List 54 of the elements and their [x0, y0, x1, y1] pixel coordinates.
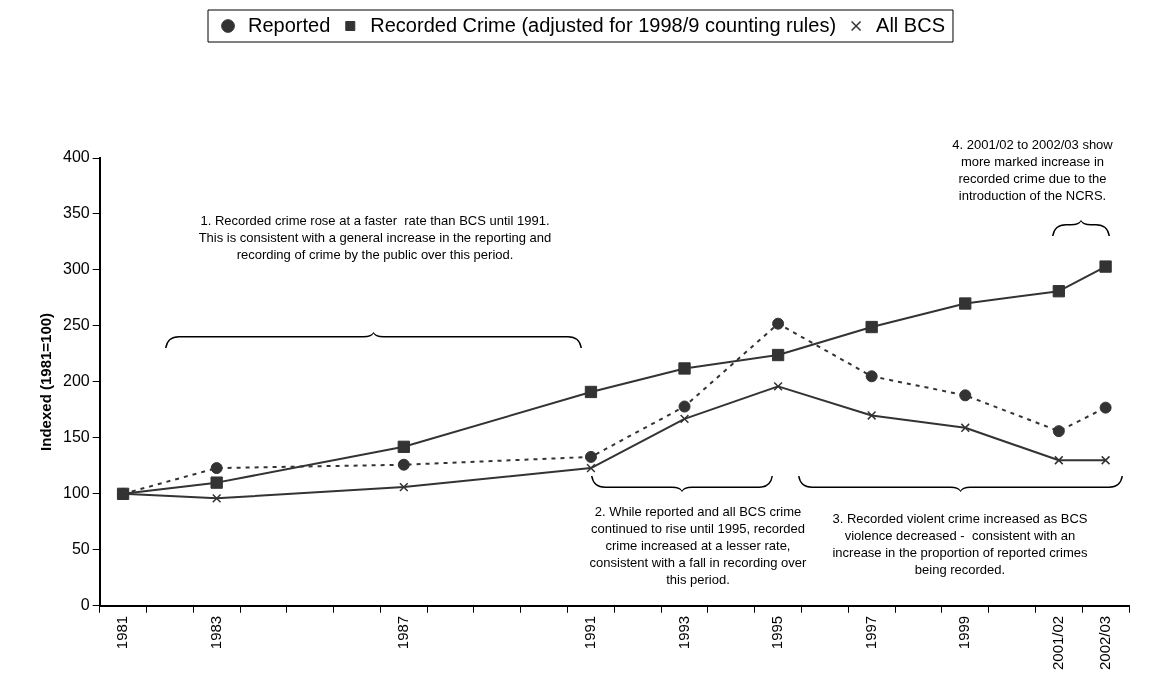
y-tick-label: 300	[62, 260, 90, 278]
point	[586, 463, 596, 473]
point	[397, 440, 410, 453]
y-tick-label: 0	[80, 596, 90, 614]
legend-label: Reported	[248, 13, 331, 36]
point	[865, 370, 878, 383]
point	[960, 423, 970, 433]
y-tick-label: 50	[71, 540, 90, 558]
point	[1054, 455, 1064, 465]
point	[1099, 260, 1112, 273]
y-tick-label: 200	[62, 372, 90, 390]
point	[397, 458, 410, 471]
point	[773, 381, 783, 392]
legend-label: Recorded Crime (adjusted for 1998/9 counting rules)	[370, 13, 837, 36]
y-axis-title: Indexed (1981=100)	[37, 312, 55, 451]
x-tick-label: 2001/02	[1048, 615, 1066, 671]
x-tick-label: 1983	[206, 615, 224, 650]
x-tick-label: 1981	[113, 615, 131, 650]
y-tick-label: 250	[62, 316, 90, 334]
annotation: 4. 2001/02 to 2002/03 show more marked increase in recorded crime due to the introduction of the NCRS.	[951, 136, 1114, 204]
point	[865, 320, 878, 334]
point	[1099, 401, 1112, 414]
annotation: 3. Recorded violent crime increased as BCS violence decreased - consistent with an increase in the proportion of reported crimes being recorded.	[831, 510, 1089, 578]
y-tick-label: 100	[62, 484, 90, 502]
point	[399, 482, 409, 492]
point	[1052, 425, 1065, 438]
x-tick-label: 1995	[768, 615, 786, 650]
x-tick-label: 2002/03	[1095, 615, 1113, 671]
point	[1052, 285, 1065, 298]
x-tick-label: 1999	[955, 615, 973, 650]
point	[959, 389, 972, 402]
annotation: 1. Recorded crime rose at a faster rate than BCS until 1991. This is consistent with a general increase in the reporting and recording of crime by the public over this period.	[197, 212, 553, 263]
point	[210, 476, 223, 489]
x-tick-label: 1993	[674, 615, 692, 650]
point	[584, 450, 597, 463]
point	[210, 462, 223, 475]
y-tick-label: 350	[62, 204, 90, 222]
point	[678, 362, 691, 375]
point	[771, 348, 785, 362]
annotation: 2. While reported and all BCS crime continued to rise until 1995, recorded crime increased at a lesser rate, consistent with a fall in recording over this period.	[588, 503, 808, 588]
point	[1100, 455, 1111, 465]
y-tick-label: 150	[62, 428, 90, 446]
x-tick-label: 1987	[393, 615, 411, 650]
y-tick-label: 400	[62, 148, 90, 166]
point	[772, 317, 785, 330]
point	[212, 493, 222, 503]
point	[584, 385, 598, 399]
point	[678, 400, 691, 413]
point	[959, 297, 972, 310]
point	[867, 410, 877, 421]
point	[679, 414, 690, 424]
x-tick-label: 1991	[581, 615, 599, 650]
legend-label: All BCS	[876, 13, 945, 36]
x-tick-label: 1997	[861, 615, 879, 650]
